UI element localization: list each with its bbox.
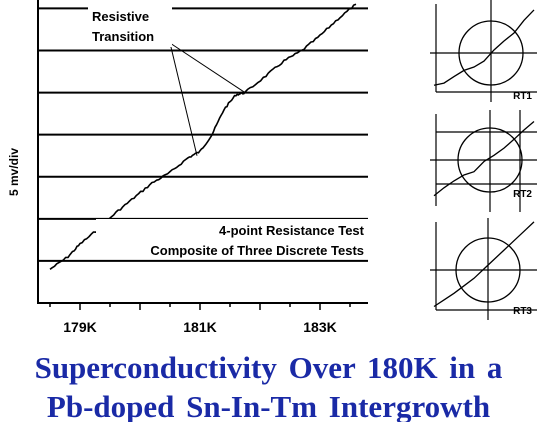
inset-circle [455,237,521,303]
figure-caption-line-2: Pb-doped Sn-In-Tm Intergrowth [46,389,491,422]
annotation-background [88,7,172,47]
inset-chart-rt3: RT3 [430,218,537,320]
inset-label-rt3: RT3 [513,306,532,317]
figure-caption-line-1: Superconductivity Over 180K in a [34,350,503,385]
inset-axes [430,110,537,212]
inset-axes [430,0,537,102]
x-tick-label: 181K [183,319,216,335]
x-tick-label: 183K [303,319,336,335]
x-tick-label: 179K [63,319,96,335]
inset-circle [458,20,524,86]
main-chart: 179K 181K 183K 5 mv/div Resistive Transiti… [7,0,368,335]
inset-axes [430,218,537,320]
inset-trace [433,121,535,197]
test-note-line-1: 4-point Resistance Test [219,223,365,238]
annotation-resistive: Resistive [92,9,149,24]
inset-chart-rt2: RT2 [430,110,537,212]
y-axis-label: 5 mv/div [7,148,21,196]
test-note-line-2: Composite of Three Discrete Tests [150,243,364,258]
annotation-arrow [169,42,198,156]
inset-label-rt2: RT2 [513,189,532,200]
annotation-transition: Transition [92,29,154,44]
note-background [96,219,368,259]
inset-trace [433,221,535,308]
x-ticks: 179K 181K 183K [49,303,351,335]
inset-label-rt1: RT1 [513,91,532,102]
annotation-arrow [169,42,246,94]
inset-chart-rt1: RT1 [430,0,537,102]
inset-circle [457,127,523,193]
transition-arrows [169,42,246,156]
inset-trace [433,9,535,86]
